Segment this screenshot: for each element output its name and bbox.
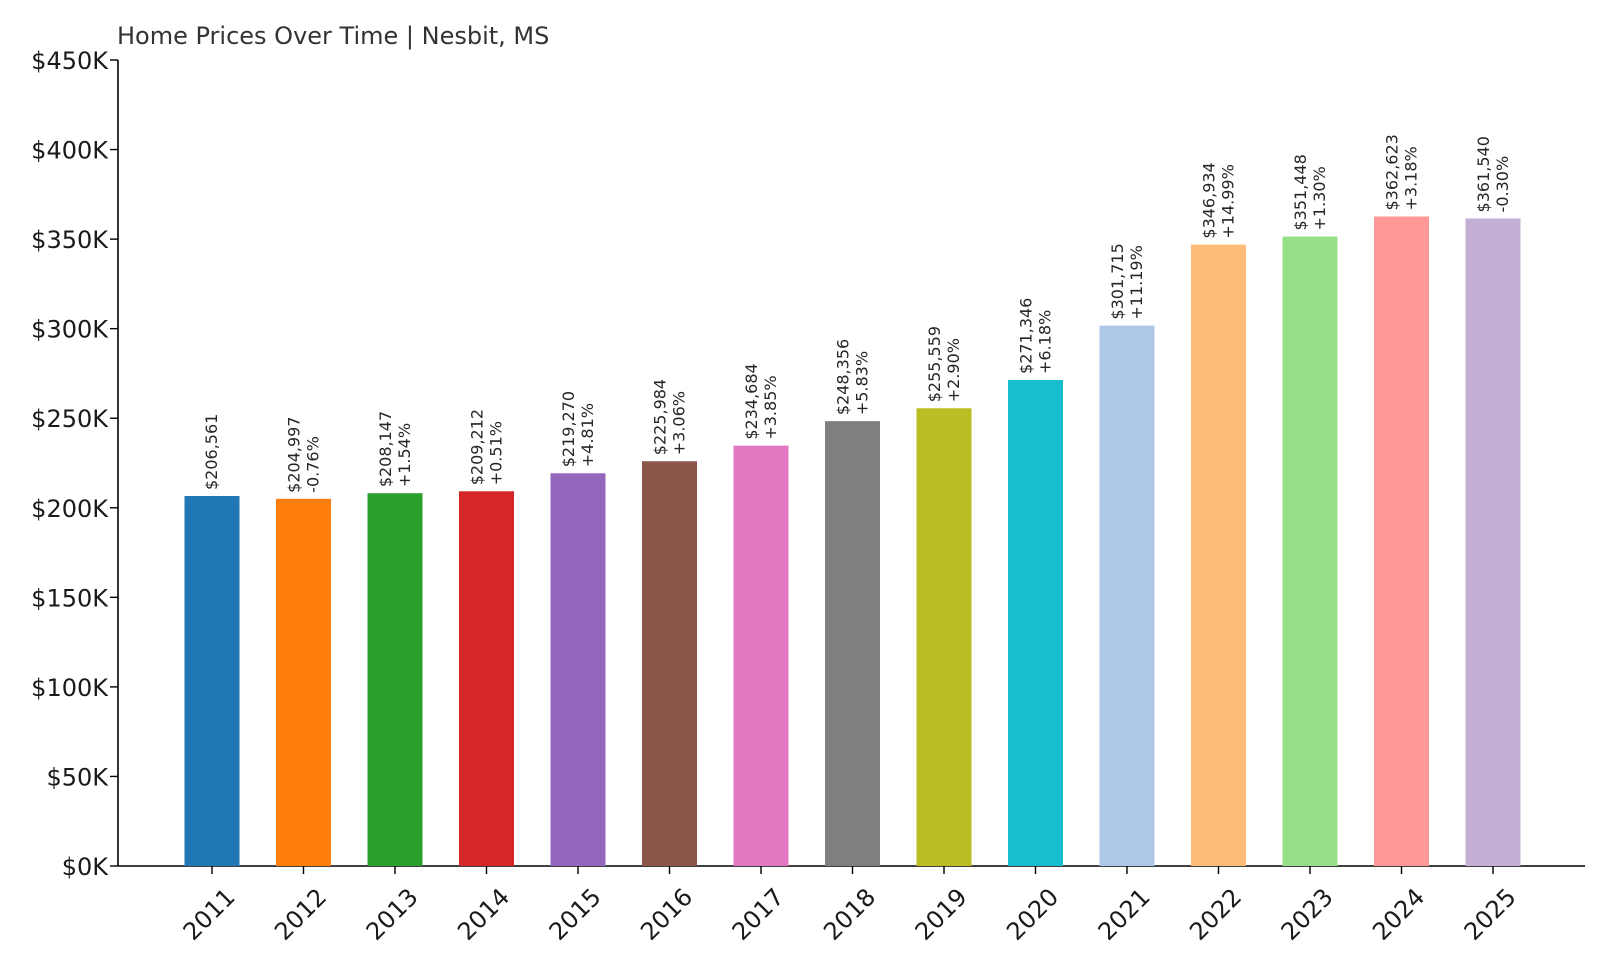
y-tick-label: $250K xyxy=(31,405,109,433)
bars-group xyxy=(184,216,1521,866)
bar-change-label: +2.90% xyxy=(944,338,963,402)
bar-2022 xyxy=(1191,244,1246,866)
bar-change-label: +11.19% xyxy=(1127,245,1146,319)
x-axis: 2011 2012 2013 2014 2015 2016 2017 2018 2019 2020… xyxy=(118,865,1585,946)
y-tick-label: $0K xyxy=(62,853,110,881)
bar-change-label: -0.30% xyxy=(1493,156,1512,213)
bar-2023 xyxy=(1282,236,1338,866)
bar-change-label: +4.81% xyxy=(578,403,597,467)
bar-change-label: +14.99% xyxy=(1219,164,1238,238)
bar-change-label: +3.06% xyxy=(670,391,689,455)
bar-value-label: $248,356 xyxy=(834,339,853,415)
bar-2018 xyxy=(825,421,880,866)
bar-2016 xyxy=(642,461,697,866)
y-tick-label: $50K xyxy=(46,763,109,791)
x-tick-label: 2015 xyxy=(544,883,607,946)
bar-value-label: $351,448 xyxy=(1291,154,1310,230)
bar-value-label: $204,997 xyxy=(285,416,304,492)
bar-value-label: $219,270 xyxy=(559,391,578,467)
bar-change-label: +0.51% xyxy=(487,421,506,485)
y-tick-label: $350K xyxy=(31,226,109,254)
bar-value-label: $209,212 xyxy=(468,409,487,485)
bar-2011 xyxy=(184,496,240,866)
y-tick-label: $400K xyxy=(31,137,109,165)
bar-value-label: $255,559 xyxy=(925,326,944,402)
bar-value-label: $234,684 xyxy=(742,363,761,439)
bar-labels-group: $206,561 $204,997 -0.76% $208,147 +1.54% $209… xyxy=(202,134,1512,493)
x-tick-label: 2018 xyxy=(818,883,881,946)
y-tick-label: $150K xyxy=(31,584,109,612)
y-tick-label: $450K xyxy=(31,47,109,75)
bar-2014 xyxy=(459,491,514,866)
bar-change-label: +3.85% xyxy=(761,375,780,439)
bar-2025 xyxy=(1465,218,1521,866)
bar-2013 xyxy=(367,493,423,866)
x-tick-label: 2012 xyxy=(269,883,332,946)
x-tick-label: 2011 xyxy=(178,883,241,946)
x-tick-label: 2019 xyxy=(910,883,973,946)
x-tick-label: 2021 xyxy=(1093,883,1156,946)
x-tick-label: 2016 xyxy=(635,883,698,946)
bar-2024 xyxy=(1374,216,1429,866)
y-tick-label: $200K xyxy=(31,495,109,523)
x-tick-label: 2025 xyxy=(1459,883,1522,946)
bar-value-label: $346,934 xyxy=(1200,162,1219,238)
bar-change-label: +1.30% xyxy=(1310,166,1329,230)
bar-value-label: $225,984 xyxy=(651,379,670,455)
bar-2012 xyxy=(276,498,331,866)
bar-change-label: -0.76% xyxy=(304,436,323,493)
bar-2019 xyxy=(916,408,972,866)
y-tick-label: $300K xyxy=(31,316,109,344)
bar-2020 xyxy=(1008,379,1063,866)
chart-title: Home Prices Over Time | Nesbit, MS xyxy=(117,22,549,50)
bar-change-label: +1.54% xyxy=(395,423,414,487)
bar-value-label: $206,561 xyxy=(202,414,221,490)
x-tick-label: 2023 xyxy=(1276,883,1339,946)
x-tick-label: 2013 xyxy=(361,883,424,946)
x-tick-label: 2020 xyxy=(1001,883,1064,946)
x-tick-label: 2024 xyxy=(1367,883,1430,946)
y-axis: $0K $50K $100K $150K $200K $250K $300K $350K $40… xyxy=(31,47,119,881)
bar-2021 xyxy=(1099,325,1155,866)
bar-change-label: +3.18% xyxy=(1402,146,1421,210)
bar-value-label: $362,623 xyxy=(1383,134,1402,210)
bar-2015 xyxy=(550,473,606,866)
bar-value-label: $271,346 xyxy=(1017,298,1036,374)
y-tick-label: $100K xyxy=(31,674,109,702)
x-tick-label: 2014 xyxy=(452,883,515,946)
x-tick-label: 2017 xyxy=(727,883,790,946)
bar-change-label: +6.18% xyxy=(1036,310,1055,374)
bar-change-label: +5.83% xyxy=(853,351,872,415)
bar-2017 xyxy=(733,445,789,866)
bar-value-label: $208,147 xyxy=(376,411,395,487)
bar-value-label: $361,540 xyxy=(1474,136,1493,212)
x-tick-label: 2022 xyxy=(1184,883,1247,946)
bar-value-label: $301,715 xyxy=(1108,243,1127,319)
